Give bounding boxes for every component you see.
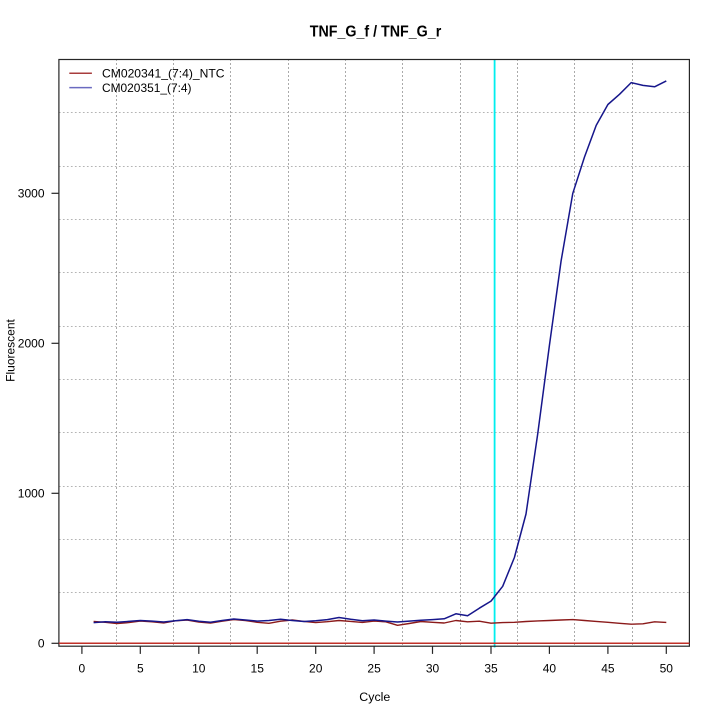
svg-text:0: 0 <box>79 662 86 676</box>
svg-text:5: 5 <box>137 662 144 676</box>
svg-text:50: 50 <box>660 662 674 676</box>
svg-text:CM020351_(7:4): CM020351_(7:4) <box>102 81 192 95</box>
svg-text:3000: 3000 <box>18 187 45 201</box>
svg-text:TNF_G_f / TNF_G_r: TNF_G_f / TNF_G_r <box>310 23 442 40</box>
svg-text:35: 35 <box>484 662 498 676</box>
svg-text:CM020341_(7:4)_NTC: CM020341_(7:4)_NTC <box>102 67 225 81</box>
svg-text:45: 45 <box>601 662 615 676</box>
svg-text:1000: 1000 <box>18 487 45 501</box>
svg-text:2000: 2000 <box>18 337 45 351</box>
svg-text:0: 0 <box>38 637 45 651</box>
svg-text:Cycle: Cycle <box>359 690 390 704</box>
svg-text:20: 20 <box>309 662 323 676</box>
svg-text:30: 30 <box>426 662 440 676</box>
svg-text:15: 15 <box>251 662 265 676</box>
svg-text:40: 40 <box>543 662 557 676</box>
svg-text:25: 25 <box>367 662 381 676</box>
svg-text:10: 10 <box>192 662 206 676</box>
svg-text:Fluorescent: Fluorescent <box>4 318 18 381</box>
